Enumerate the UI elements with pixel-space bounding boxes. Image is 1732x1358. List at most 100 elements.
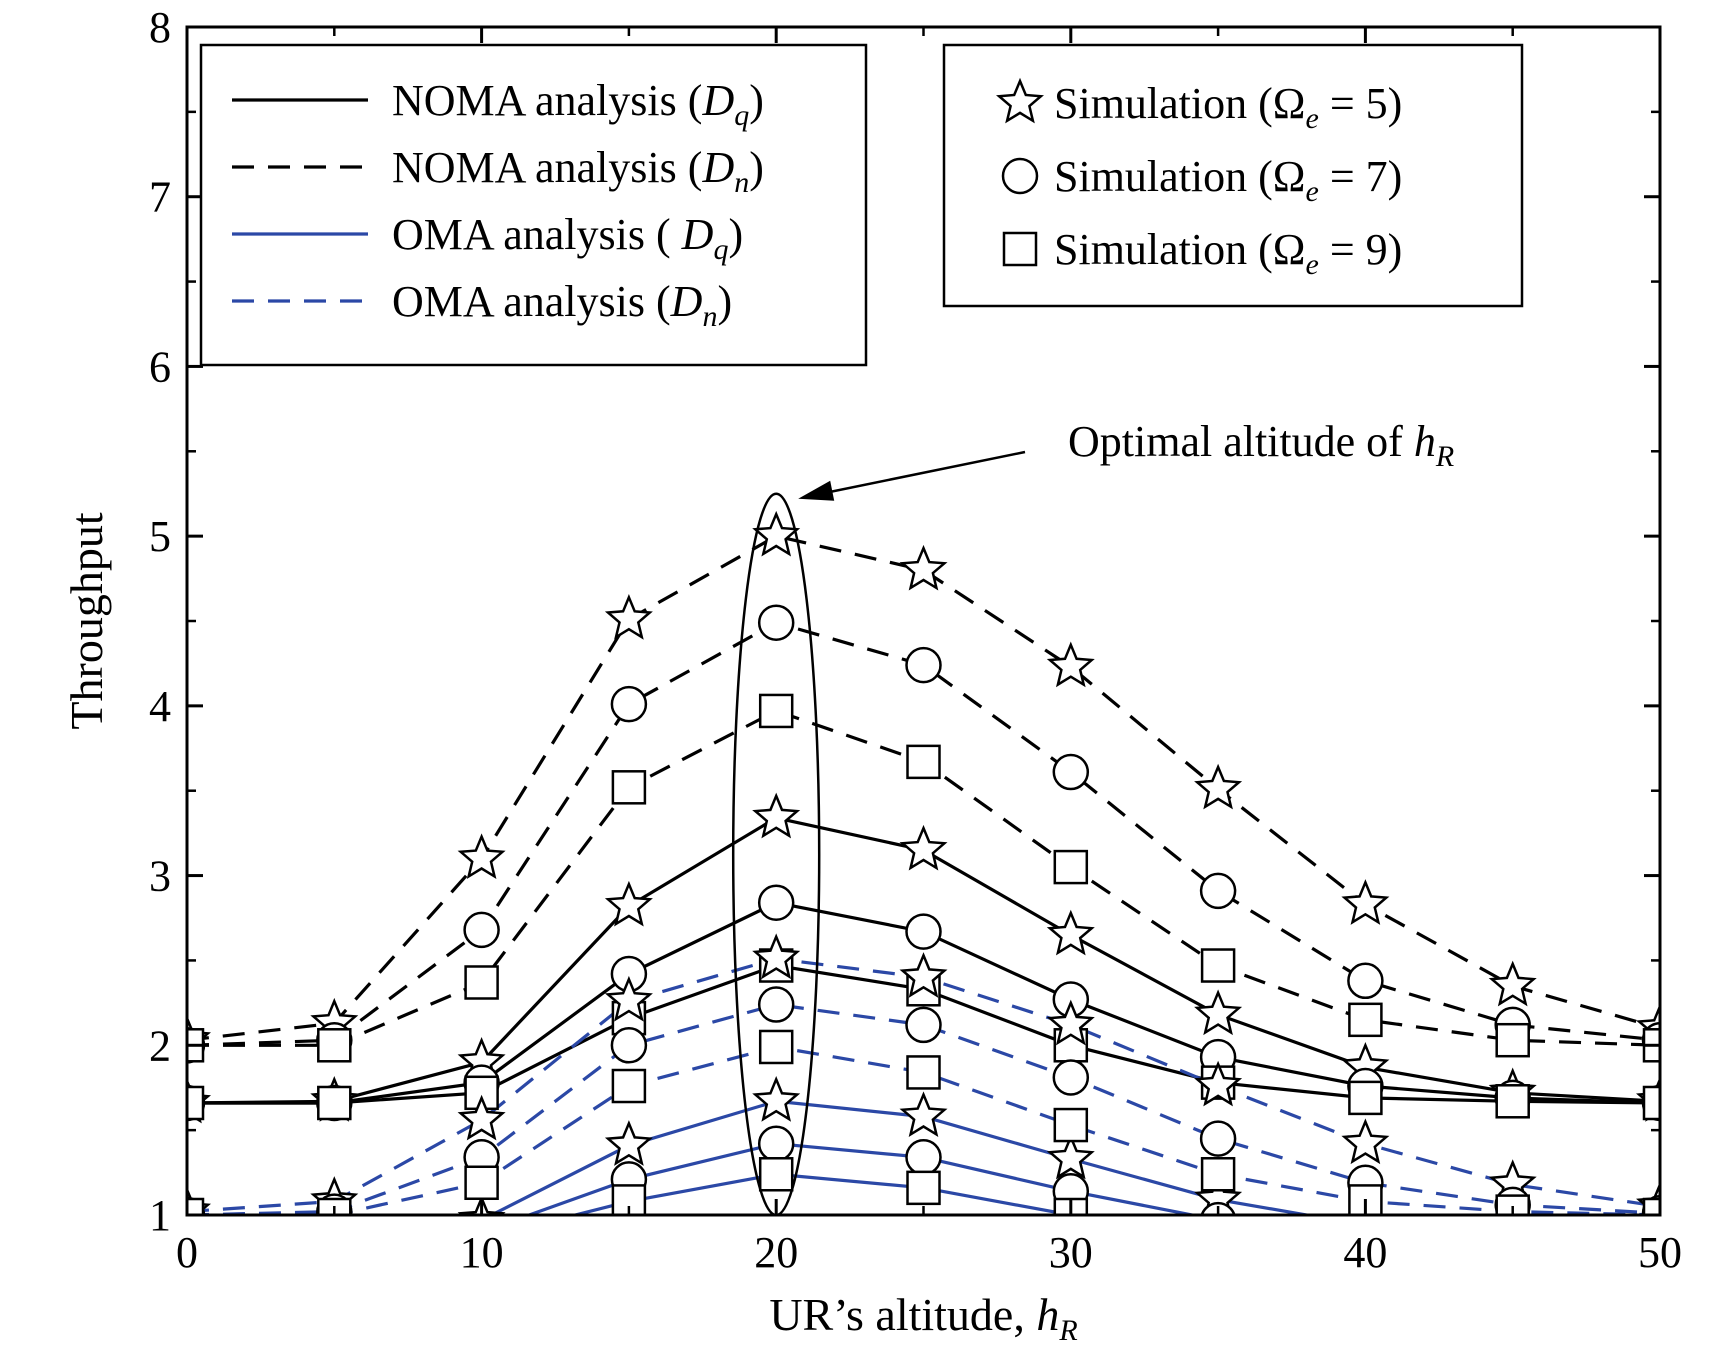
square-marker-oma-dn-omega-9-x20 xyxy=(758,1029,794,1065)
star-marker-oma-dn-omega-5-x25 xyxy=(899,952,948,998)
circle-marker-oma-dn-omega-7-x25 xyxy=(905,1006,942,1044)
star-marker-oma-dn-omega-5-x40 xyxy=(1341,1118,1390,1165)
x-tick-label-0: 0 xyxy=(176,1228,198,1277)
y-tick-label-8: 8 xyxy=(149,3,171,52)
star-marker-noma-dq-omega-5-x15 xyxy=(604,880,653,927)
square-marker-noma-dn-omega-9-x5 xyxy=(317,1028,352,1063)
square-marker-oma-dn-omega-9-x0 xyxy=(187,1197,205,1215)
square-marker-noma-dn-omega-9-x25 xyxy=(906,744,941,780)
series-line-noma-dn-omega-5 xyxy=(187,534,1660,1042)
circle-marker-noma-dn-omega-7-x30 xyxy=(1052,753,1090,791)
circle-marker-noma-dq-omega-7-x20 xyxy=(757,884,795,921)
star-marker-noma-dq-omega-5-x25 xyxy=(899,824,948,871)
circle-marker-noma-dq-omega-7-x25 xyxy=(905,913,942,950)
legend-star-symbol xyxy=(996,77,1044,124)
circle-marker-oma-dq-omega-7-x20 xyxy=(757,1125,795,1162)
square-marker-oma-dn-omega-9-x35 xyxy=(1200,1157,1236,1192)
circle-marker-noma-dn-omega-7-x20 xyxy=(757,604,795,641)
square-marker-oma-dn-omega-9-x45 xyxy=(1495,1194,1530,1215)
y-tick-label-4: 4 xyxy=(149,682,171,731)
square-marker-noma-dn-omega-9-x10 xyxy=(464,965,499,1000)
x-tick-label-30: 30 xyxy=(1049,1228,1093,1277)
star-marker-oma-dn-omega-5-x20 xyxy=(752,933,801,980)
legend-line-label-0: NOMA analysis (Dq) xyxy=(392,76,764,132)
legend-line-label-3: OMA analysis (Dn) xyxy=(392,277,732,333)
star-marker-oma-dq-omega-5-x15 xyxy=(604,1120,653,1166)
circle-marker-noma-dn-omega-7-x15 xyxy=(610,685,648,723)
circle-marker-noma-dn-omega-7-x25 xyxy=(905,646,942,684)
square-marker-noma-dn-omega-9-x20 xyxy=(758,693,794,729)
star-marker-noma-dn-omega-5-x25 xyxy=(899,544,948,591)
x-axis-title: UR’s altitude, hR xyxy=(769,1289,1077,1347)
y-tick-label-6: 6 xyxy=(149,342,171,391)
star-marker-noma-dn-omega-5-x15 xyxy=(604,594,653,640)
legend-square-symbol xyxy=(1002,231,1038,267)
circle-marker-noma-dn-omega-7-x35 xyxy=(1199,872,1237,910)
star-marker-noma-dn-omega-5-x40 xyxy=(1341,879,1390,925)
star-marker-oma-dq-omega-5-x20 xyxy=(752,1076,801,1122)
y-tick-label-2: 2 xyxy=(149,1021,171,1070)
circle-marker-oma-dn-omega-7-x35 xyxy=(1199,1120,1237,1157)
star-marker-noma-dq-omega-5-x20 xyxy=(752,792,801,839)
star-marker-oma-dn-omega-5-x35 xyxy=(1194,1060,1243,1107)
series-line-noma-dn-omega-7 xyxy=(187,620,1660,1047)
square-marker-noma-dq-omega-9-x40 xyxy=(1348,1080,1383,1116)
x-tick-label-10: 10 xyxy=(460,1228,504,1277)
star-marker-noma-dn-omega-5-x10 xyxy=(457,833,506,880)
star-marker-oma-dq-omega-5-x30 xyxy=(1046,1133,1095,1180)
square-marker-oma-dn-omega-9-x30 xyxy=(1053,1107,1089,1143)
legend-lines-box xyxy=(199,43,868,367)
y-axis-title: Throughput xyxy=(61,512,112,729)
y-tick-label-1: 1 xyxy=(149,1191,171,1240)
legend-layer: NOMA analysis (Dq) NOMA analysis (Dn) OMA … xyxy=(199,43,1524,367)
star-marker-oma-dn-omega-5-x30 xyxy=(1046,999,1095,1046)
star-marker-noma-dq-omega-5-x35 xyxy=(1194,989,1243,1036)
annotation-arrow-shaft xyxy=(815,450,1026,496)
square-marker-noma-dq-omega-9-x5 xyxy=(317,1085,352,1121)
annotation-layer: Optimal altitude of hR xyxy=(731,417,1454,1217)
circle-marker-oma-dn-omega-7-x15 xyxy=(610,1027,648,1064)
square-marker-oma-dn-omega-9-x10 xyxy=(464,1165,499,1201)
y-tick-label-3: 3 xyxy=(149,852,171,901)
square-marker-oma-dq-omega-9-x25 xyxy=(906,1170,941,1206)
square-marker-oma-dq-omega-9-x20 xyxy=(758,1157,794,1192)
circle-marker-oma-dn-omega-7-x20 xyxy=(757,986,795,1023)
star-marker-noma-dn-omega-5-x30 xyxy=(1046,641,1095,688)
legend-circle-symbol xyxy=(1001,157,1039,195)
x-tick-label-40: 40 xyxy=(1343,1228,1387,1277)
y-tick-label-5: 5 xyxy=(149,512,171,561)
axes-layer: 0 10 20 30 40 50 1 2 3 4 5 6 7 8 UR’s altitude, hR Thro… xyxy=(61,3,1682,1347)
star-marker-noma-dq-omega-5-x30 xyxy=(1046,909,1095,956)
star-marker-oma-dn-omega-5-x10 xyxy=(457,1094,506,1141)
series-line-oma-dn-omega-7 xyxy=(187,1002,1660,1215)
legend-marker-label-2: Simulation (Ωe = 9) xyxy=(1054,225,1402,281)
x-tick-label-50: 50 xyxy=(1638,1228,1682,1277)
square-marker-oma-dn-omega-9-x15 xyxy=(611,1068,647,1104)
y-tick-label-7: 7 xyxy=(149,173,171,222)
legend-marker-label-0: Simulation (Ωe = 5) xyxy=(1054,79,1402,135)
star-marker-noma-dn-omega-5-x45 xyxy=(1488,960,1537,1007)
annotation-label: Optimal altitude of hR xyxy=(1068,417,1454,473)
square-marker-noma-dn-omega-9-x40 xyxy=(1348,1002,1383,1038)
legend-marker-label-1: Simulation (Ωe = 7) xyxy=(1054,152,1402,208)
star-marker-oma-dn-omega-5-x15 xyxy=(604,975,653,1022)
circle-marker-noma-dn-omega-7-x10 xyxy=(463,911,500,949)
legend-markers-box xyxy=(942,43,1524,308)
star-marker-noma-dn-omega-5-x20 xyxy=(752,510,801,557)
square-marker-noma-dq-omega-9-x45 xyxy=(1495,1084,1530,1119)
star-marker-oma-dq-omega-5-x25 xyxy=(899,1091,948,1138)
annotation-arrowhead xyxy=(798,480,835,501)
circle-marker-noma-dn-omega-7-x40 xyxy=(1347,962,1384,1000)
marker-layer xyxy=(187,510,1660,1215)
square-marker-oma-dn-omega-9-x50 xyxy=(1642,1197,1660,1215)
square-marker-noma-dn-omega-9-x35 xyxy=(1200,948,1236,983)
circle-marker-oma-dq-omega-7-x25 xyxy=(905,1139,942,1176)
circle-marker-oma-dn-omega-7-x30 xyxy=(1052,1059,1090,1096)
legend-line-label-2: OMA analysis ( Dq) xyxy=(392,210,743,266)
legend-line-label-1: NOMA analysis (Dn) xyxy=(392,143,764,199)
x-tick-label-20: 20 xyxy=(754,1228,798,1277)
square-marker-noma-dn-omega-9-x15 xyxy=(611,770,647,805)
square-marker-oma-dn-omega-9-x25 xyxy=(906,1055,941,1090)
square-marker-noma-dq-omega-9-x0 xyxy=(187,1085,205,1121)
